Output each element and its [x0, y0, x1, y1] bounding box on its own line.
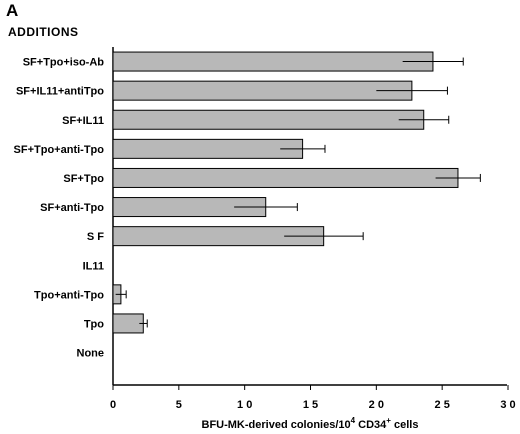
category-label: SF+IL11 [62, 115, 104, 127]
category-label: None [77, 348, 105, 360]
x-axis-label-main: BFU-MK-derived colonies/10 [202, 419, 351, 431]
category-label: SF+Tpo [63, 173, 104, 185]
bar [112, 167, 459, 188]
bar [112, 51, 434, 72]
category-label: SF+IL11+antiTpo [16, 86, 104, 98]
x-axis-label-sup2: + [386, 416, 391, 425]
x-tick-label: 2 0 [369, 399, 384, 411]
x-tick-label: 1 5 [303, 399, 318, 411]
x-axis-label: BFU-MK-derived colonies/104 CD34+ cells [202, 416, 419, 431]
x-axis-label-tail: CD34 [355, 419, 387, 431]
category-label: SF+Tpo+anti-Tpo [14, 144, 105, 156]
bar [112, 138, 304, 159]
category-label: Tpo+anti-Tpo [34, 289, 104, 301]
bar [112, 80, 413, 101]
bar [112, 313, 144, 334]
category-label: SF+Tpo+iso-Ab [23, 57, 105, 69]
category-label: Tpo [84, 318, 104, 330]
category-label: SF+anti-Tpo [40, 202, 104, 214]
category-label: IL11 [83, 260, 104, 272]
category-label: S F [87, 231, 104, 243]
x-axis-label-sup: 4 [351, 416, 356, 425]
category-heading: ADDITIONS [8, 25, 79, 39]
x-tick-label: 0 [110, 399, 116, 411]
x-tick-label: 1 0 [237, 399, 252, 411]
x-ticks-group: 0 5 1 0 1 5 2 0 2 5 3 0 [110, 385, 516, 411]
panel-label: A [6, 1, 18, 20]
x-axis-label-end: cells [391, 419, 419, 431]
x-tick-label: 5 [176, 399, 182, 411]
bars-group: SF+Tpo+iso-Ab SF+IL11+antiTpo SF+IL11 SF+Tp… [14, 51, 481, 360]
x-tick-label: 2 5 [435, 399, 450, 411]
bar [112, 109, 425, 130]
x-tick-label: 3 0 [500, 399, 515, 411]
